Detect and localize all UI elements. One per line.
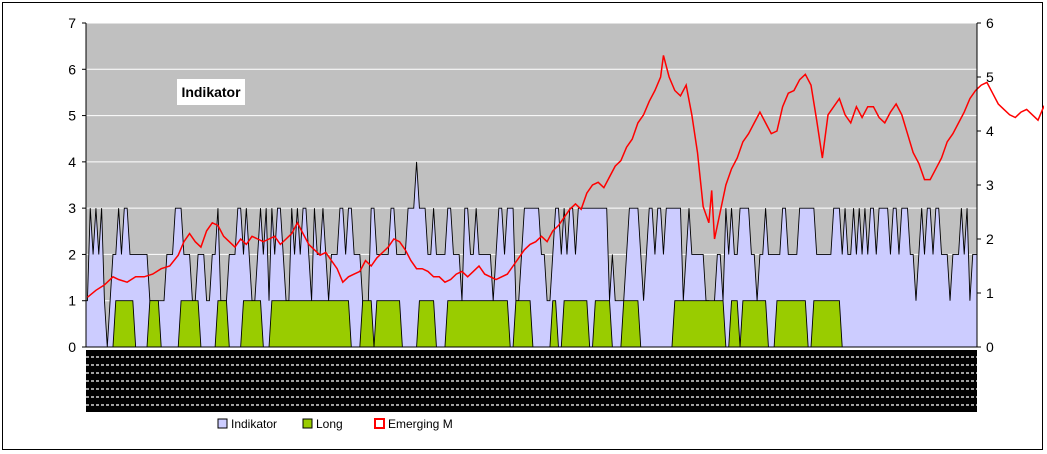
legend-label: Emerging M (388, 417, 453, 431)
y-left-tick-label: 2 (68, 246, 76, 262)
y-right-tick-label: 1 (986, 285, 994, 301)
y-right-tick-label: 0 (986, 339, 994, 355)
legend-swatch (217, 418, 228, 429)
legend-label: Indikator (231, 417, 277, 431)
y-right-tick-label: 4 (986, 123, 994, 139)
legend-swatch (302, 418, 313, 429)
legend-label: Long (316, 417, 343, 431)
chart-title: Indikator (181, 84, 241, 100)
y-left-tick-label: 4 (68, 154, 76, 170)
y-right-tick-label: 3 (986, 177, 994, 193)
legend-swatch (374, 418, 385, 429)
y-left-tick-label: 3 (68, 200, 76, 216)
y-left-tick-label: 7 (68, 15, 76, 31)
y-left-tick-label: 5 (68, 108, 76, 124)
y-left-tick-label: 6 (68, 61, 76, 77)
chart-svg: 0 1 2 3 4 5 6 7 0 1 2 3 4 5 6 Indikator Indikator Long Eme… (68, 15, 1044, 431)
y-left-tick-label: 1 (68, 293, 76, 309)
y-right-tick-label: 5 (986, 69, 994, 85)
y-left-tick-label: 0 (68, 339, 76, 355)
y-right-tick-label: 6 (986, 15, 994, 31)
chart-title-box (177, 79, 245, 105)
series-emerging-line (86, 55, 1044, 298)
y-right-tick-label: 2 (986, 231, 994, 247)
